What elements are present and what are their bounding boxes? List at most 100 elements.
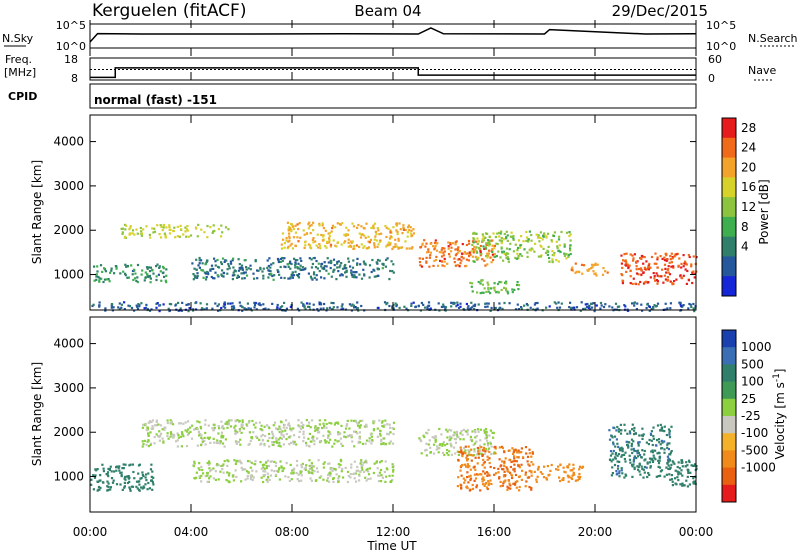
power-cell bbox=[466, 307, 469, 310]
velocity-cell bbox=[443, 444, 447, 447]
power-cell bbox=[636, 302, 639, 305]
power-cell bbox=[124, 263, 127, 266]
velocity-cell bbox=[358, 426, 361, 429]
velocity-cell bbox=[353, 460, 356, 463]
power-cell bbox=[243, 277, 246, 280]
power-cell bbox=[310, 277, 313, 280]
velocity-cell bbox=[284, 429, 287, 432]
power-cell bbox=[376, 245, 379, 248]
power-cell bbox=[450, 305, 453, 308]
velocity-cell bbox=[670, 478, 674, 481]
power-cell bbox=[205, 260, 208, 263]
power-cell bbox=[157, 273, 160, 276]
power-cell bbox=[490, 306, 493, 310]
power-cell bbox=[373, 242, 376, 245]
velocity-cell bbox=[169, 435, 172, 438]
power-cell bbox=[272, 278, 275, 281]
power-cell bbox=[332, 306, 335, 309]
velocity-cell bbox=[99, 474, 102, 477]
power-cell bbox=[345, 270, 348, 273]
power-cell bbox=[491, 244, 494, 247]
velocity-cell bbox=[303, 467, 306, 470]
velocity-cell bbox=[636, 452, 639, 455]
power-cell bbox=[270, 263, 273, 266]
velocity-cell bbox=[669, 451, 672, 454]
power-cell bbox=[435, 255, 438, 258]
velocity-cell bbox=[261, 433, 264, 436]
velocity-cell bbox=[207, 463, 210, 466]
power-cell bbox=[433, 248, 436, 251]
velocity-cell bbox=[353, 419, 356, 422]
velocity-cell bbox=[667, 467, 670, 470]
velocity-cell bbox=[635, 457, 638, 460]
velocity-cell bbox=[144, 476, 147, 479]
velocity-cell bbox=[526, 460, 529, 463]
velocity-cell bbox=[365, 439, 369, 442]
velocity-cell bbox=[361, 419, 364, 422]
power-cell bbox=[669, 255, 672, 258]
velocity-cell bbox=[109, 486, 112, 489]
velocity-cell bbox=[514, 473, 518, 477]
power-cell bbox=[635, 308, 638, 311]
power-cell bbox=[491, 253, 494, 256]
power-cell bbox=[96, 265, 99, 268]
power-cell bbox=[494, 235, 497, 239]
velocity-cell bbox=[201, 468, 204, 472]
power-cell bbox=[182, 233, 185, 236]
power-cell bbox=[546, 232, 550, 235]
power-cell bbox=[352, 245, 356, 248]
velocity-cell bbox=[267, 475, 270, 478]
velocity-cell bbox=[151, 481, 154, 484]
power-cell bbox=[689, 303, 692, 306]
velocity-cell bbox=[124, 475, 127, 479]
velocity-cell bbox=[654, 444, 658, 447]
velocity-cell bbox=[277, 444, 280, 447]
power-cell bbox=[115, 267, 118, 270]
velocity-cell bbox=[235, 442, 238, 445]
velocity-cell bbox=[488, 461, 491, 465]
velocity-cell bbox=[159, 434, 162, 437]
power-cell bbox=[145, 266, 149, 269]
power-cell bbox=[101, 270, 104, 273]
power-cell bbox=[165, 274, 168, 277]
power-cell bbox=[679, 301, 682, 304]
power-cell bbox=[692, 255, 695, 258]
velocity-cell bbox=[614, 453, 617, 456]
power-cell bbox=[294, 224, 297, 227]
power-cell bbox=[479, 254, 482, 257]
power-cell bbox=[294, 262, 297, 265]
power-cell bbox=[159, 236, 163, 239]
power-cell bbox=[280, 276, 283, 279]
power-cell bbox=[560, 230, 563, 234]
velocity-cell bbox=[344, 436, 348, 439]
velocity-cell bbox=[259, 428, 262, 431]
velocity-cell bbox=[335, 473, 338, 476]
velocity-cell bbox=[657, 462, 661, 465]
power-cell bbox=[459, 262, 462, 265]
power-cell bbox=[458, 258, 461, 261]
power-cell bbox=[145, 306, 148, 309]
power-cell bbox=[124, 274, 127, 277]
velocity-cell bbox=[230, 419, 233, 422]
power-cell bbox=[237, 275, 240, 278]
velocity-cell bbox=[631, 475, 634, 478]
power-cell bbox=[482, 235, 485, 238]
power-cell bbox=[296, 307, 299, 310]
velocity-cell bbox=[300, 421, 303, 424]
velocity-cell bbox=[483, 429, 486, 432]
velocity-cell bbox=[169, 419, 172, 422]
power-cell bbox=[356, 257, 359, 260]
power-cell bbox=[315, 259, 318, 263]
velocity-cell bbox=[125, 475, 128, 478]
power-cell bbox=[364, 263, 367, 266]
velocity-cell bbox=[515, 486, 518, 489]
velocity-cell bbox=[680, 459, 684, 462]
velocity-cell bbox=[569, 469, 572, 472]
velocity-cell bbox=[681, 474, 684, 477]
power-cell bbox=[655, 272, 658, 275]
power-cell bbox=[307, 272, 310, 275]
power-cell bbox=[113, 272, 116, 275]
velocity-cell bbox=[517, 464, 520, 467]
velocity-cell bbox=[457, 436, 460, 439]
power-cell bbox=[104, 307, 107, 310]
